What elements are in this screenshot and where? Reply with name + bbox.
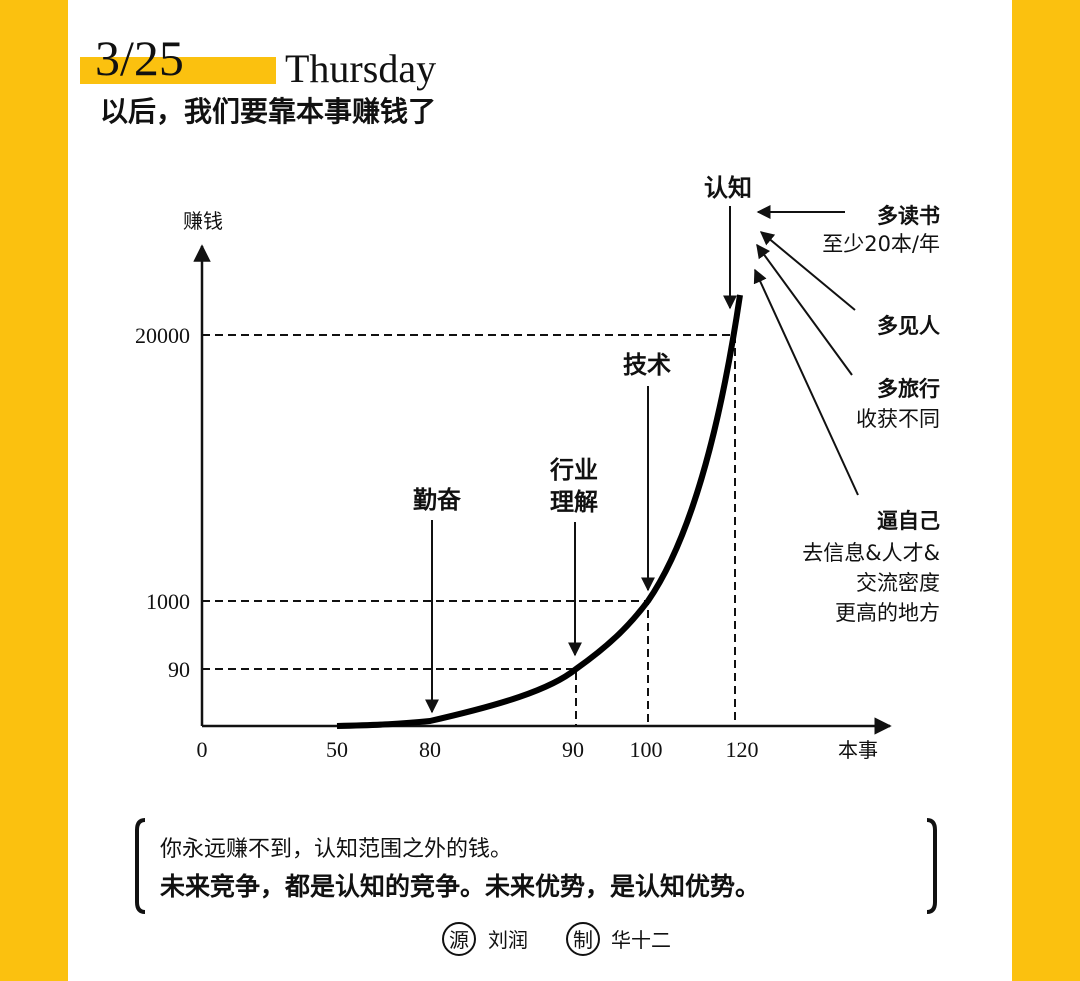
curve bbox=[336, 294, 743, 729]
source-line: 收获不同 bbox=[856, 407, 940, 431]
y-tick-label: 1000 bbox=[146, 589, 190, 614]
x-tick-label: 80 bbox=[419, 737, 441, 762]
stage-label: 行业 bbox=[549, 456, 598, 484]
bracket-left bbox=[135, 818, 146, 914]
quote-line: 你永远赚不到，认知范围之外的钱。 bbox=[160, 837, 512, 862]
stage-label: 技术 bbox=[623, 351, 671, 379]
x-ticks: 0 50 80 90 100 120 bbox=[197, 737, 759, 762]
stage-label: 勤奋 bbox=[413, 486, 462, 514]
y-axis-label: 赚钱 bbox=[183, 209, 223, 233]
x-tick-label: 120 bbox=[726, 737, 759, 762]
bracket-right bbox=[926, 818, 937, 914]
source-line: 去信息&人才& bbox=[802, 541, 940, 565]
maker-name: 华十二 bbox=[611, 928, 671, 952]
x-tick-label: 100 bbox=[630, 737, 663, 762]
stages: 勤奋 行业 理解 技术 认知 bbox=[413, 174, 752, 516]
border-right bbox=[1012, 0, 1080, 981]
y-ticks: 20000 1000 90 bbox=[135, 323, 190, 682]
arrow bbox=[759, 231, 856, 311]
source-title: 逼自己 bbox=[877, 509, 940, 533]
stage-label: 认知 bbox=[704, 174, 752, 202]
source-title: 多旅行 bbox=[877, 377, 940, 401]
x-tick-label: 50 bbox=[326, 737, 348, 762]
icon-ring bbox=[566, 922, 600, 956]
source-name: 刘润 bbox=[488, 928, 528, 952]
y-tick-label: 90 bbox=[168, 657, 190, 682]
x-axis-label: 本事 bbox=[838, 738, 878, 762]
source-icon: 源 bbox=[449, 928, 469, 952]
date: 3/25 bbox=[95, 30, 184, 86]
source-line: 至少20本/年 bbox=[822, 232, 940, 256]
border-left bbox=[0, 0, 68, 981]
guide bbox=[202, 668, 577, 726]
arrows bbox=[425, 205, 859, 714]
x-tick-label: 90 bbox=[562, 737, 584, 762]
stage-label: 理解 bbox=[550, 488, 598, 516]
sources: 多读书 至少20本/年 多见人 多旅行 收获不同 逼自己 去信息&人才& 交流密… bbox=[802, 204, 940, 625]
source-line: 更高的地方 bbox=[835, 601, 940, 625]
source-title: 多读书 bbox=[877, 204, 940, 228]
y-tick-label: 20000 bbox=[135, 323, 190, 348]
axes bbox=[193, 244, 892, 735]
maker-icon: 制 bbox=[573, 928, 593, 952]
guide bbox=[202, 334, 736, 726]
date-highlight bbox=[80, 57, 276, 84]
subtitle: 以后，我们要靠本事赚钱了 bbox=[100, 95, 436, 128]
quote-line: 未来竞争，都是认知的竞争。未来优势，是认知优势。 bbox=[160, 872, 760, 901]
source-line: 交流密度 bbox=[856, 571, 940, 595]
x-tick-label: 0 bbox=[197, 737, 208, 762]
weekday: Thursday bbox=[285, 46, 436, 91]
arrow bbox=[753, 268, 859, 496]
guides bbox=[202, 334, 736, 726]
arrow bbox=[756, 243, 853, 376]
source-title: 多见人 bbox=[877, 314, 940, 338]
icon-ring bbox=[442, 922, 476, 956]
